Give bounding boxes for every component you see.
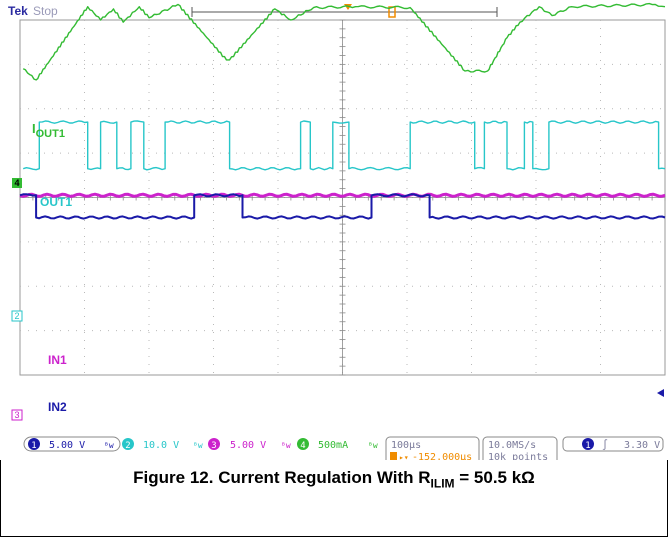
rising-edge-icon: ∫	[602, 439, 608, 451]
trace-in1	[19, 192, 666, 198]
svg-text:10.0 V: 10.0 V	[143, 440, 179, 451]
ch1-readout[interactable]: 1 5.00 V ᴮw	[23, 436, 121, 452]
svg-text:3: 3	[211, 441, 216, 451]
svg-text:4: 4	[14, 178, 19, 188]
brand-label: Tek	[8, 4, 28, 18]
ch2-readout[interactable]: 2 10.0 V ᴮw	[122, 438, 203, 451]
ch4-readout[interactable]: 4 500mA ᴮw	[297, 438, 378, 451]
ch1-offscreen-arrow-icon	[657, 389, 664, 397]
svg-text:1: 1	[585, 441, 590, 451]
bandwidth-icon: ᴮw	[368, 441, 378, 450]
timebase-readout[interactable]: 100µs ▸▾ -152.000µs	[385, 436, 480, 460]
acquisition-state: Stop	[33, 4, 58, 18]
traces	[19, 2, 666, 220]
svg-text:2: 2	[14, 311, 19, 321]
trigger-offset-arrow-icon: ▸▾	[399, 453, 409, 460]
svg-text:500mA: 500mA	[318, 440, 348, 451]
ch2-ground-marker[interactable]: 2	[11, 310, 23, 322]
svg-text:-152.000µs: -152.000µs	[412, 452, 472, 460]
bandwidth-icon: ᴮw	[193, 441, 203, 450]
svg-text:3: 3	[14, 410, 19, 420]
bandwidth-icon: ᴮw	[281, 441, 291, 450]
svg-text:4: 4	[300, 441, 305, 451]
graticule-grid	[19, 19, 666, 376]
trace-out1	[22, 120, 666, 171]
trace-iout1	[22, 2, 666, 81]
ch2-label: OUT1	[40, 195, 72, 209]
svg-text:100µs: 100µs	[391, 440, 421, 451]
status-bar: 1 5.00 V ᴮw 2 10.0 V ᴮw 3 5.00 V ᴮw 4 50…	[23, 436, 664, 460]
svg-text:5.00 V: 5.00 V	[230, 440, 266, 451]
figure-caption: Figure 12. Current Regulation With RILIM…	[133, 468, 535, 491]
oscilloscope-screen: Tek Stop T IOUT1 OUT1 IN1 IN2 4 2 3 1 5.…	[8, 2, 666, 460]
ch3-ground-marker[interactable]: 3	[11, 409, 23, 421]
trigger-readout[interactable]: 1 ∫ 3.30 V	[562, 436, 664, 452]
svg-text:5.00 V: 5.00 V	[49, 440, 85, 451]
ch1-label: IN2	[48, 400, 67, 414]
trace-in2	[19, 193, 666, 220]
svg-text:1: 1	[31, 441, 36, 451]
ch4-label: IOUT1	[32, 121, 65, 140]
acquisition-readout[interactable]: 10.0MS/s 10k points	[482, 436, 558, 460]
svg-text:3.30 V: 3.30 V	[624, 440, 660, 451]
ch3-readout[interactable]: 3 5.00 V ᴮw	[208, 438, 291, 451]
svg-text:10k points: 10k points	[488, 452, 548, 460]
bandwidth-icon: ᴮw	[104, 441, 114, 450]
svg-text:10.0MS/s: 10.0MS/s	[488, 440, 536, 451]
svg-text:2: 2	[125, 441, 130, 451]
ch4-ground-marker[interactable]: 4	[12, 178, 22, 188]
ch3-label: IN1	[48, 353, 67, 367]
